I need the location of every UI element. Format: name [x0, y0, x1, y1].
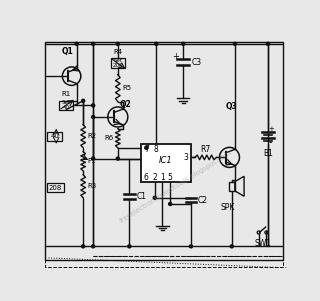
- Circle shape: [230, 245, 233, 248]
- Bar: [111, 58, 125, 68]
- Circle shape: [92, 42, 95, 45]
- Text: R2: R2: [88, 133, 97, 139]
- Circle shape: [92, 157, 95, 160]
- Text: SW1: SW1: [254, 239, 271, 248]
- Circle shape: [153, 196, 156, 199]
- Text: 3: 3: [183, 153, 188, 162]
- Text: SPK: SPK: [221, 203, 235, 212]
- Bar: [229, 182, 235, 191]
- Circle shape: [145, 146, 148, 149]
- Text: 7: 7: [144, 145, 149, 154]
- Text: +: +: [269, 126, 275, 132]
- Circle shape: [182, 42, 185, 45]
- Circle shape: [189, 245, 193, 248]
- Text: 40: 40: [50, 133, 59, 139]
- Circle shape: [75, 42, 78, 45]
- Text: 6: 6: [144, 172, 149, 182]
- Text: Q1: Q1: [62, 47, 74, 56]
- Bar: [141, 144, 191, 182]
- Circle shape: [92, 245, 95, 248]
- Circle shape: [169, 203, 172, 206]
- Text: Set
40: Set 40: [62, 101, 71, 110]
- Circle shape: [267, 42, 269, 45]
- Text: Q2: Q2: [119, 100, 131, 109]
- Circle shape: [116, 42, 119, 45]
- Bar: [59, 101, 73, 110]
- Bar: [47, 132, 62, 141]
- Text: -: -: [269, 137, 272, 147]
- Text: C3: C3: [192, 58, 202, 67]
- Circle shape: [233, 42, 236, 45]
- Text: freeelectronicsandtools.blogspot.com: freeelectronicsandtools.blogspot.com: [118, 149, 233, 224]
- Text: R7: R7: [200, 145, 211, 154]
- Text: P1: P1: [88, 158, 96, 164]
- Text: B1: B1: [263, 148, 273, 157]
- Bar: [47, 183, 64, 192]
- Circle shape: [155, 42, 158, 45]
- Text: 208: 208: [49, 185, 62, 191]
- Circle shape: [128, 245, 131, 248]
- Circle shape: [92, 115, 95, 119]
- Circle shape: [92, 104, 95, 107]
- Text: 8: 8: [154, 145, 159, 154]
- Text: R6: R6: [104, 135, 113, 141]
- Text: Set
208: Set 208: [113, 58, 123, 68]
- Circle shape: [82, 245, 85, 248]
- Text: +: +: [172, 52, 179, 61]
- Text: Q3: Q3: [226, 101, 237, 110]
- Text: 2: 2: [152, 172, 157, 182]
- Circle shape: [82, 99, 85, 102]
- Text: IC1: IC1: [159, 156, 173, 165]
- Text: R5: R5: [123, 85, 132, 91]
- Text: 1: 1: [160, 172, 165, 182]
- Text: C2: C2: [198, 196, 208, 205]
- Text: R3: R3: [88, 183, 97, 189]
- Text: 5: 5: [168, 172, 172, 182]
- Text: R1: R1: [61, 91, 71, 97]
- Text: C1: C1: [136, 192, 146, 201]
- Circle shape: [116, 157, 119, 160]
- Text: R4: R4: [113, 49, 122, 55]
